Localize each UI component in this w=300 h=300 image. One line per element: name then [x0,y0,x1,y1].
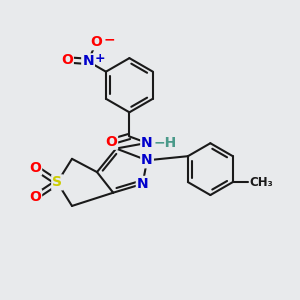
Text: −: − [103,32,115,46]
Text: N: N [137,177,148,191]
Text: N: N [141,136,153,150]
Text: O: O [29,161,41,175]
Text: O: O [61,53,73,67]
Text: −H: −H [154,136,177,150]
Text: +: + [94,52,105,65]
Text: O: O [90,35,102,49]
Text: S: S [52,176,62,189]
Text: N: N [82,54,94,68]
Text: O: O [105,135,117,149]
Text: N: N [141,153,153,167]
Text: O: O [29,190,41,204]
Text: CH₃: CH₃ [249,176,273,189]
